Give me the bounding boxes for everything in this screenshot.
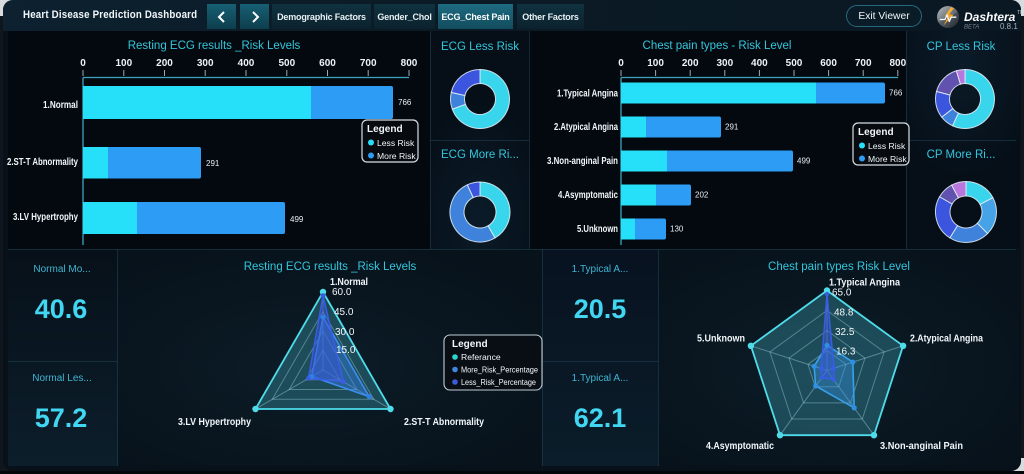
svg-text:766: 766 (889, 89, 903, 98)
svg-text:200: 200 (682, 58, 699, 69)
svg-text:2.ST-T Abnormality: 2.ST-T Abnormality (7, 156, 78, 168)
svg-text:499: 499 (290, 215, 304, 224)
svg-text:500: 500 (786, 58, 803, 69)
svg-text:300: 300 (716, 58, 733, 69)
svg-text:Chest pain types - Risk Level: Chest pain types - Risk Level (643, 40, 792, 52)
svg-text:2.Atypical Angina: 2.Atypical Angina (910, 333, 983, 345)
svg-text:1.Typical A...: 1.Typical A... (572, 373, 629, 384)
svg-text:100: 100 (115, 58, 132, 69)
svg-text:More Risk: More Risk (377, 151, 416, 161)
svg-text:Less Risk: Less Risk (377, 138, 415, 148)
svg-text:5.Unknown: 5.Unknown (577, 223, 618, 235)
svg-text:1.Normal: 1.Normal (330, 276, 368, 288)
svg-text:1.Typical A...: 1.Typical A... (572, 264, 629, 275)
svg-text:3.Non-anginal Pain: 3.Non-anginal Pain (547, 155, 618, 167)
svg-text:16.3: 16.3 (836, 347, 856, 358)
svg-text:30.0: 30.0 (335, 327, 355, 338)
svg-text:20.5: 20.5 (574, 294, 627, 324)
svg-text:Chest pain types Risk Level: Chest pain types Risk Level (768, 261, 910, 273)
svg-text:600: 600 (820, 58, 837, 69)
svg-text:15.0: 15.0 (336, 345, 356, 356)
svg-text:0: 0 (618, 58, 624, 69)
svg-text:600: 600 (319, 58, 336, 69)
svg-text:3.Non-anginal Pain: 3.Non-anginal Pain (880, 440, 963, 452)
svg-text:4.Asymptomatic: 4.Asymptomatic (558, 189, 618, 201)
svg-text:5.Unknown: 5.Unknown (697, 333, 745, 345)
svg-text:400: 400 (751, 58, 768, 69)
svg-text:2.ST-T Abnormality: 2.ST-T Abnormality (404, 416, 484, 428)
svg-text:Dashtera: Dashtera (964, 10, 1016, 24)
svg-text:130: 130 (670, 225, 684, 234)
svg-text:1.Normal: 1.Normal (43, 99, 78, 111)
svg-text:57.2: 57.2 (35, 403, 88, 433)
svg-text:499: 499 (797, 157, 811, 166)
svg-text:Less_Risk_Percentage: Less_Risk_Percentage (461, 377, 536, 387)
svg-text:TM: TM (1017, 10, 1021, 16)
svg-text:3.LV Hypertrophy: 3.LV Hypertrophy (178, 416, 251, 428)
svg-text:200: 200 (156, 58, 173, 69)
svg-text:Normal Les...: Normal Les... (32, 373, 91, 384)
svg-text:800: 800 (401, 58, 418, 69)
svg-text:202: 202 (695, 191, 709, 200)
svg-text:766: 766 (398, 98, 412, 107)
svg-text:45.0: 45.0 (334, 307, 354, 318)
svg-text:40.6: 40.6 (35, 294, 88, 324)
svg-text:ECG Less Risk: ECG Less Risk (441, 41, 519, 53)
svg-text:Resting ECG results _Risk Leve: Resting ECG results _Risk Levels (244, 261, 417, 273)
svg-text:1.Typical Angina: 1.Typical Angina (829, 277, 900, 289)
svg-text:800: 800 (889, 58, 906, 69)
svg-text:4.Asymptomatic: 4.Asymptomatic (706, 440, 774, 452)
svg-text:291: 291 (725, 123, 739, 132)
svg-text:Less Risk: Less Risk (868, 141, 906, 151)
svg-text:0.8.1: 0.8.1 (1000, 22, 1018, 30)
svg-text:More_Risk_Percentage: More_Risk_Percentage (461, 365, 538, 375)
svg-text:More Risk: More Risk (868, 154, 907, 164)
svg-text:ECG More Ri...: ECG More Ri... (441, 149, 519, 161)
svg-text:60.0: 60.0 (332, 287, 352, 298)
svg-text:2.Atypical Angina: 2.Atypical Angina (554, 121, 618, 133)
svg-text:CP More Ri...: CP More Ri... (927, 149, 996, 161)
svg-text:3.LV Hypertrophy: 3.LV Hypertrophy (13, 211, 78, 223)
svg-text:65.0: 65.0 (832, 288, 852, 299)
svg-text:62.1: 62.1 (574, 403, 627, 433)
svg-text:BETA: BETA (964, 25, 979, 31)
svg-text:500: 500 (278, 58, 295, 69)
svg-text:1.Typical Angina: 1.Typical Angina (557, 88, 618, 100)
svg-text:CP Less Risk: CP Less Risk (927, 41, 996, 53)
svg-text:700: 700 (855, 58, 872, 69)
svg-text:Normal Mo...: Normal Mo... (33, 264, 90, 275)
svg-text:700: 700 (360, 58, 377, 69)
svg-text:Legend: Legend (858, 127, 894, 138)
svg-text:48.8: 48.8 (834, 308, 854, 319)
svg-text:Legend: Legend (452, 339, 488, 350)
svg-text:100: 100 (647, 58, 664, 69)
svg-text:291: 291 (206, 159, 220, 168)
svg-text:32.5: 32.5 (835, 327, 855, 338)
svg-text:0: 0 (80, 58, 86, 69)
svg-text:Referance: Referance (461, 352, 501, 362)
svg-text:300: 300 (197, 58, 214, 69)
svg-text:Legend: Legend (367, 124, 403, 135)
svg-text:400: 400 (238, 58, 255, 69)
svg-text:Resting ECG results _Risk Leve: Resting ECG results _Risk Levels (128, 40, 301, 52)
